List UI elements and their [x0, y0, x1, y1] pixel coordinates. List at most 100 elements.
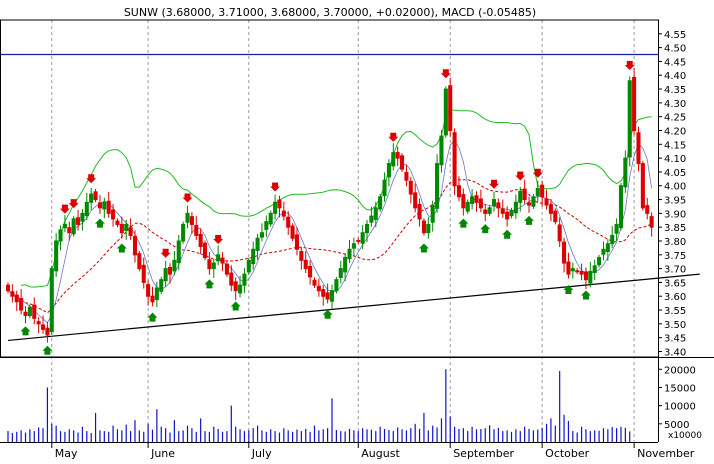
- sell-signal-arrow: [489, 179, 499, 189]
- buy-signal-arrow: [116, 243, 127, 253]
- candle-up: [251, 248, 256, 265]
- candle-up: [102, 201, 107, 210]
- candle-down: [106, 200, 111, 214]
- candle-up: [176, 240, 181, 264]
- candle-up: [329, 290, 335, 302]
- candle-down: [417, 204, 422, 220]
- price-tick-label: 3.55: [664, 306, 686, 317]
- candle-up: [592, 265, 597, 273]
- candle-down: [553, 210, 558, 223]
- candle-down: [645, 205, 650, 214]
- candle-up: [391, 152, 396, 167]
- candle-down: [233, 281, 238, 292]
- candle-down: [286, 216, 291, 228]
- sell-signal-arrow: [86, 174, 97, 184]
- candle-up: [570, 268, 575, 272]
- candle-down: [421, 220, 426, 234]
- candle-down: [557, 224, 562, 242]
- candle-up: [430, 204, 435, 223]
- candle-up: [89, 193, 94, 203]
- candle-up: [211, 262, 216, 270]
- price-tick-label: 3.65: [664, 278, 686, 289]
- candle-down: [303, 259, 308, 270]
- buy-signal-arrow: [42, 345, 53, 355]
- candle-down: [5, 284, 11, 292]
- candle-down: [14, 294, 19, 303]
- candle-up: [246, 259, 251, 273]
- candle-up: [618, 185, 624, 229]
- candle-up: [513, 201, 518, 214]
- candle-up: [268, 212, 273, 225]
- candle-down: [36, 321, 41, 325]
- candle-up: [62, 223, 67, 229]
- candle-down: [76, 217, 81, 225]
- candle-down: [308, 265, 313, 278]
- sell-signal-arrow: [213, 234, 224, 244]
- price-tick-label: 4.30: [664, 99, 686, 110]
- candle-up: [588, 270, 593, 284]
- volume-tick-label: 5000: [664, 420, 689, 431]
- candle-down: [207, 259, 212, 270]
- candle-down: [505, 211, 510, 220]
- candle-down: [356, 239, 361, 242]
- buy-signal-arrow: [94, 218, 105, 228]
- candle-down: [312, 279, 317, 286]
- candle-up: [343, 257, 348, 273]
- sell-signal-arrow: [160, 248, 171, 258]
- candle-down: [93, 191, 98, 201]
- buy-signal-arrow: [524, 215, 535, 225]
- candle-up: [386, 163, 391, 178]
- buy-signal-arrow: [502, 229, 513, 239]
- candle-up: [185, 212, 190, 223]
- volume-tick-label: 15000: [664, 383, 696, 394]
- price-tick-label: 3.70: [664, 265, 686, 276]
- candle-down: [10, 291, 15, 297]
- candle-down: [321, 289, 326, 297]
- chart-title: SUNW (3.68000, 3.71000, 3.68000, 3.70000…: [124, 6, 536, 19]
- candle-down: [649, 216, 654, 228]
- price-tick-label: 4.05: [664, 168, 686, 179]
- price-tick-label: 4.00: [664, 182, 686, 193]
- price-tick-label: 3.45: [664, 334, 686, 345]
- volume-unit-label: x10000: [668, 431, 702, 441]
- candle-down: [400, 155, 405, 170]
- axes: 3.40 3.45 3.50 3.55 3.60 3.65 3.70 3.75 3.80 3.85…: [0, 19, 714, 460]
- candle-down: [32, 304, 37, 319]
- buy-signal-arrow: [147, 312, 158, 322]
- candle-up: [597, 257, 602, 266]
- price-tick-label: 3.60: [664, 292, 686, 303]
- candle-up: [627, 80, 632, 158]
- candle-down: [202, 242, 208, 259]
- candle-down: [220, 257, 225, 264]
- candle-up: [487, 207, 492, 214]
- candle-up: [255, 237, 260, 251]
- buy-signal-arrow: [580, 290, 591, 300]
- candle-down: [150, 295, 155, 303]
- month-label: July: [251, 447, 272, 460]
- sell-signal-arrow: [182, 193, 193, 203]
- sell-signal-arrow: [68, 199, 79, 209]
- price-tick-label: 3.90: [664, 209, 686, 220]
- month-label: November: [637, 447, 695, 460]
- candle-up: [80, 212, 85, 222]
- candle-up: [470, 196, 475, 204]
- candle-up: [360, 232, 365, 244]
- candle-down: [23, 311, 28, 317]
- month-label: October: [545, 447, 589, 460]
- candle-up: [426, 223, 431, 234]
- indicator-lines: [0, 53, 700, 342]
- candle-up: [364, 223, 370, 234]
- candle-down: [566, 261, 571, 275]
- candle-down: [132, 236, 138, 256]
- price-tick-label: 4.10: [664, 154, 686, 165]
- candle-up: [614, 223, 619, 234]
- candle-down: [325, 292, 330, 300]
- candle-up: [491, 199, 497, 207]
- candle-up: [373, 207, 378, 220]
- candle-down: [522, 188, 527, 201]
- candle-up: [465, 201, 470, 212]
- buy-signal-arrow: [418, 243, 429, 253]
- candle-down: [632, 76, 637, 131]
- candle-down: [229, 272, 234, 286]
- candle-down: [299, 250, 304, 261]
